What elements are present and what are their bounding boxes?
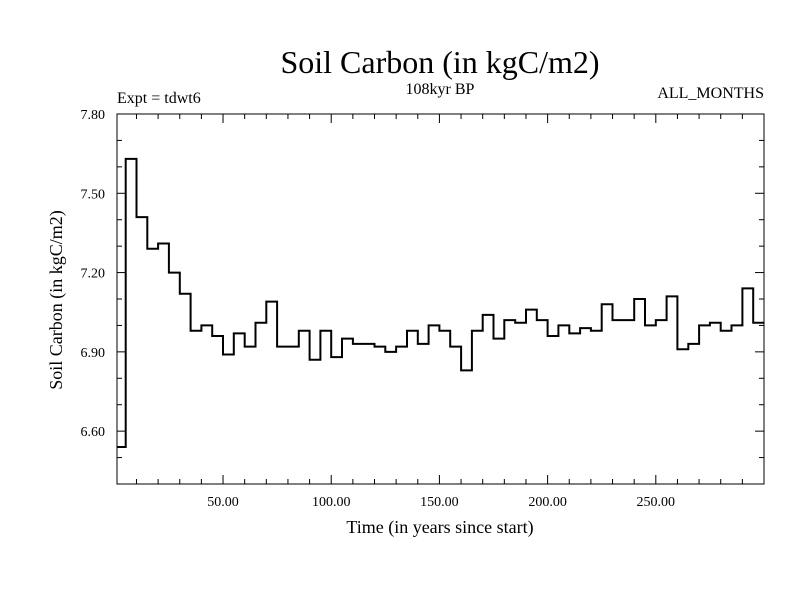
y-tick-label: 7.20 — [81, 267, 106, 282]
y-tick-label: 6.60 — [81, 425, 106, 440]
x-tick-label: 50.00 — [207, 495, 239, 510]
series-line-soil-carbon — [117, 157, 764, 448]
y-axis-label: Soil Carbon (in kgC/m2) — [46, 210, 67, 390]
x-tick-label: 150.00 — [420, 495, 459, 510]
y-tick-label: 6.90 — [81, 346, 106, 361]
x-tick-label: 100.00 — [312, 495, 351, 510]
chart-title: Soil Carbon (in kgC/m2) — [280, 44, 599, 80]
chart-subtitle-right: ALL_MONTHS — [657, 85, 764, 102]
x-tick-label: 250.00 — [637, 495, 676, 510]
x-axis-label: Time (in years since start) — [346, 517, 533, 538]
axis-ticks — [117, 114, 764, 484]
y-tick-label: 7.50 — [81, 187, 106, 202]
y-tick-label: 7.80 — [81, 108, 106, 123]
chart-subtitle-center: 108kyr BP — [406, 81, 475, 98]
chart-subtitle-left: Expt = tdwt6 — [117, 90, 201, 107]
x-tick-label: 200.00 — [528, 495, 567, 510]
tick-labels: 50.00 100.00 150.00 200.00 250.00 6.60 6.90 7.2… — [81, 108, 676, 510]
